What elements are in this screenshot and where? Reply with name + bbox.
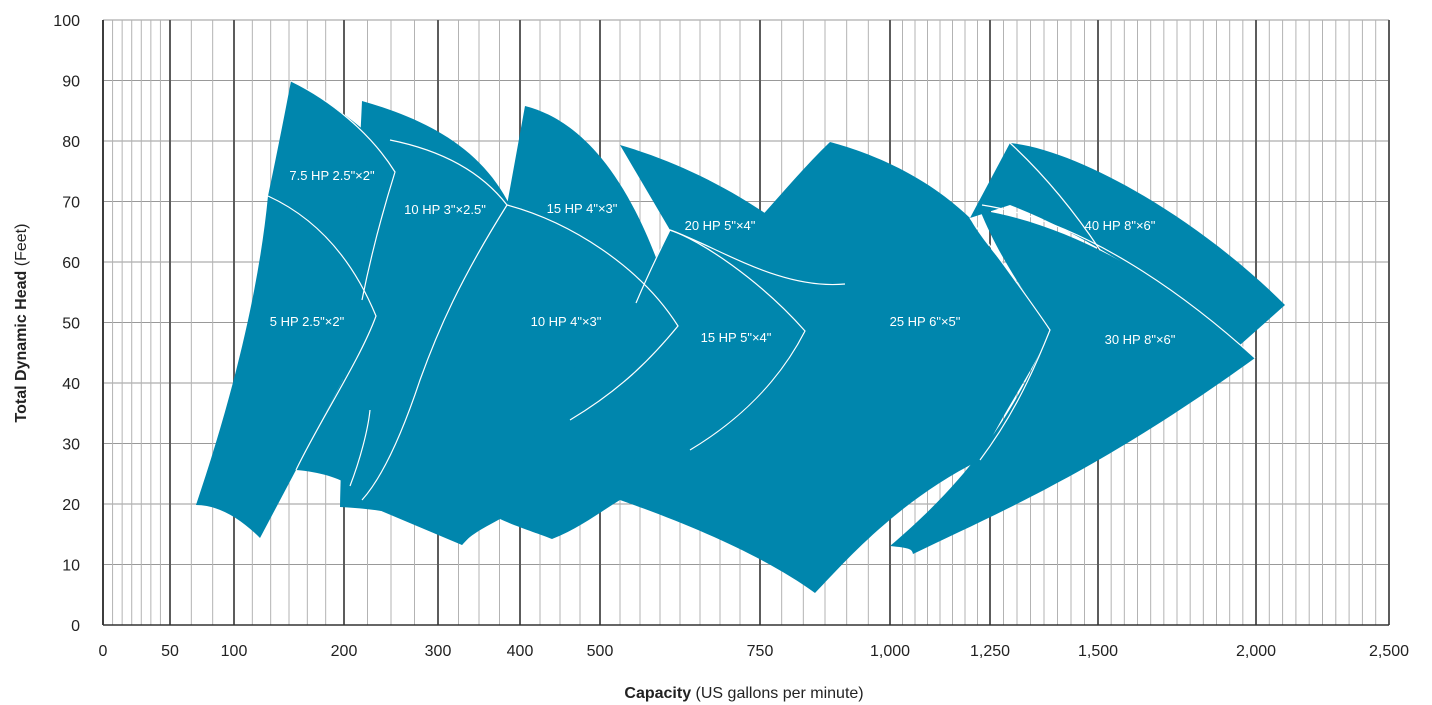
- region-15hp-4x3: [507, 106, 678, 326]
- region-30hp-8x6: [890, 210, 1255, 554]
- pump-label: 25 HP 6"×5": [890, 314, 961, 329]
- x-tick-label: 100: [221, 643, 248, 660]
- boundary-curve: [290, 80, 396, 301]
- boundary-curve: [669, 229, 846, 286]
- x-tick-label: 500: [587, 643, 614, 660]
- y-tick-label: 100: [53, 13, 80, 30]
- y-tick-label: 80: [62, 134, 80, 151]
- pump-label: 10 HP 3"×2.5": [404, 202, 486, 217]
- boundary-curve: [981, 204, 1256, 359]
- x-tick-label: 200: [331, 643, 358, 660]
- boundary-curve: [969, 217, 1051, 461]
- y-tick-label: 70: [62, 195, 80, 212]
- pump-label: 5 HP 2.5"×2": [270, 314, 345, 329]
- pump-regions: [196, 81, 1285, 593]
- x-tick-label: 50: [161, 643, 179, 660]
- x-tick-label: 1,250: [970, 643, 1010, 660]
- boundary-curve: [349, 409, 371, 487]
- pump-label: 7.5 HP 2.5"×2": [289, 168, 375, 183]
- pump-label: 20 HP 5"×4": [685, 218, 756, 233]
- region-5hp-2-5x2: [196, 196, 376, 538]
- y-axis-ticks: 0 10 20 30 40 50 60 70 80 90 100: [53, 13, 80, 635]
- region-40hp-8x6: [970, 143, 1285, 345]
- pump-label: 40 HP 8"×6": [1085, 218, 1156, 233]
- x-tick-label: 1,000: [870, 643, 910, 660]
- x-tick-label: 2,000: [1236, 643, 1276, 660]
- y-tick-label: 30: [62, 437, 80, 454]
- y-tick-label: 40: [62, 376, 80, 393]
- boundary-curve: [361, 139, 508, 501]
- y-axis-title: Total Dynamic Head (Feet): [13, 224, 30, 423]
- x-tick-label: 2,500: [1369, 643, 1409, 660]
- y-tick-label: 60: [62, 255, 80, 272]
- region-10hp-4x3: [360, 205, 678, 545]
- y-tick-label: 50: [62, 316, 80, 333]
- pump-label: 15 HP 4"×3": [547, 201, 618, 216]
- x-tick-label: 1,500: [1078, 643, 1118, 660]
- pump-label: 15 HP 5"×4": [701, 330, 772, 345]
- x-tick-label: 400: [507, 643, 534, 660]
- boundary-curve: [506, 204, 679, 421]
- y-tick-label: 0: [71, 618, 80, 635]
- y-tick-label: 10: [62, 558, 80, 575]
- x-axis-ticks: 0 50 100 200 300 400 500 750 1,000 1,250 1,500 2,00…: [99, 643, 1410, 660]
- pump-labels: 5 HP 2.5"×2" 7.5 HP 2.5"×2" 10 HP 3"×2.5" 1…: [270, 168, 1176, 347]
- y-tick-label: 90: [62, 74, 80, 91]
- plot-frame: [102, 20, 1389, 626]
- pump-label: 10 HP 4"×3": [531, 314, 602, 329]
- boundary-curve: [1009, 142, 1101, 251]
- boundary-curve: [635, 229, 806, 451]
- boundary-curve: [267, 195, 377, 471]
- x-axis-title: Capacity (US gallons per minute): [624, 685, 863, 702]
- x-tick-label: 0: [99, 643, 108, 660]
- x-tick-label: 300: [425, 643, 452, 660]
- pump-label: 30 HP 8"×6": [1105, 332, 1176, 347]
- x-tick-label: 750: [747, 643, 774, 660]
- pump-boundary-curves: [267, 80, 1256, 501]
- y-tick-label: 20: [62, 497, 80, 514]
